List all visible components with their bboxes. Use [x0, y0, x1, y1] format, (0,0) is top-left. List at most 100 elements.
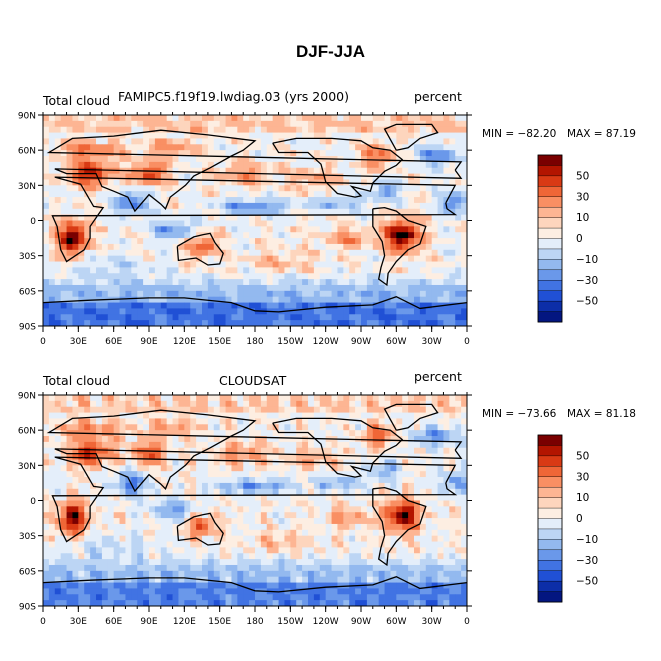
field-cell	[125, 232, 132, 239]
field-cell	[43, 512, 50, 519]
field-cell	[125, 314, 132, 321]
field-cell	[319, 547, 327, 554]
field-cell	[190, 267, 197, 274]
field-cell	[237, 138, 244, 145]
field-cell	[125, 132, 132, 139]
field-cell	[178, 320, 185, 327]
field-cell	[101, 273, 109, 280]
field-cell	[231, 185, 238, 192]
field-cell	[43, 441, 50, 449]
field-cell	[402, 126, 409, 133]
field-cell	[278, 529, 285, 537]
field-cell	[154, 400, 162, 408]
field-cell	[337, 115, 344, 122]
field-cell	[178, 120, 185, 128]
field-cell	[249, 150, 256, 157]
field-cell	[213, 547, 221, 554]
field-cell	[143, 488, 150, 496]
field-cell	[219, 453, 226, 460]
field-cell	[284, 255, 291, 262]
field-cell	[390, 214, 397, 221]
field-cell	[290, 150, 297, 157]
field-cell	[296, 202, 303, 210]
field-cell	[319, 249, 327, 257]
field-cell	[54, 459, 62, 466]
field-cell	[243, 238, 250, 245]
field-cell	[355, 314, 362, 321]
field-cell	[96, 447, 103, 455]
field-cell	[419, 395, 427, 402]
field-cell	[260, 518, 268, 525]
field-cell	[231, 220, 238, 227]
field-cell	[178, 518, 185, 525]
field-cell	[48, 208, 56, 216]
field-cell	[255, 395, 262, 402]
field-cell	[66, 488, 73, 496]
field-cell	[284, 197, 291, 204]
field-cell	[302, 290, 309, 298]
field-cell	[260, 115, 268, 122]
field-cell	[154, 512, 162, 519]
field-cell	[425, 436, 433, 443]
field-cell	[266, 471, 274, 478]
field-cell	[149, 161, 156, 169]
field-cell	[372, 412, 380, 419]
field-cell	[101, 412, 109, 419]
field-cell	[178, 424, 185, 431]
field-cell	[54, 500, 62, 507]
field-cell	[72, 197, 79, 204]
field-cell	[249, 320, 256, 327]
field-cell	[54, 290, 62, 298]
field-cell	[431, 535, 438, 542]
field-cell	[278, 179, 285, 186]
field-cell	[266, 156, 274, 163]
field-cell	[431, 167, 438, 175]
field-cell	[119, 512, 126, 519]
field-cell	[137, 249, 144, 257]
field-cell	[449, 191, 456, 198]
field-cell	[154, 506, 162, 513]
field-cell	[437, 459, 444, 466]
field-cell	[319, 173, 327, 180]
field-cell	[43, 208, 50, 216]
field-cell	[284, 535, 291, 542]
field-cell	[308, 150, 315, 157]
field-cell	[237, 512, 244, 519]
field-cell	[143, 214, 150, 221]
field-cell	[361, 232, 368, 239]
field-cell	[101, 447, 109, 455]
field-cell	[113, 156, 120, 163]
field-cell	[296, 138, 303, 145]
field-cell	[461, 296, 468, 303]
field-cell	[331, 290, 338, 298]
field-cell	[137, 320, 144, 327]
field-cell	[96, 115, 103, 122]
field-cell	[166, 447, 173, 455]
field-cell	[190, 570, 197, 578]
field-cell	[48, 570, 56, 578]
field-cell	[378, 447, 385, 455]
field-cell	[437, 447, 444, 455]
panel-center-label: CLOUDSAT	[219, 373, 287, 388]
field-cell	[125, 494, 132, 501]
field-cell	[355, 500, 362, 507]
field-cell	[361, 465, 368, 472]
field-cell	[349, 185, 356, 192]
field-cell	[172, 477, 179, 484]
field-cell	[408, 418, 415, 425]
field-cell	[372, 238, 380, 245]
field-cell	[213, 238, 221, 245]
field-cell	[43, 506, 50, 513]
field-cell	[290, 161, 297, 169]
field-cell	[449, 453, 456, 460]
field-cell	[425, 202, 433, 210]
field-cell	[319, 226, 327, 233]
field-cell	[149, 249, 156, 257]
field-cell	[419, 296, 427, 303]
field-cell	[443, 284, 450, 292]
field-cell	[361, 320, 368, 327]
field-cell	[249, 523, 256, 531]
field-cell	[196, 243, 203, 251]
field-cell	[90, 553, 97, 560]
field-cell	[48, 120, 56, 128]
